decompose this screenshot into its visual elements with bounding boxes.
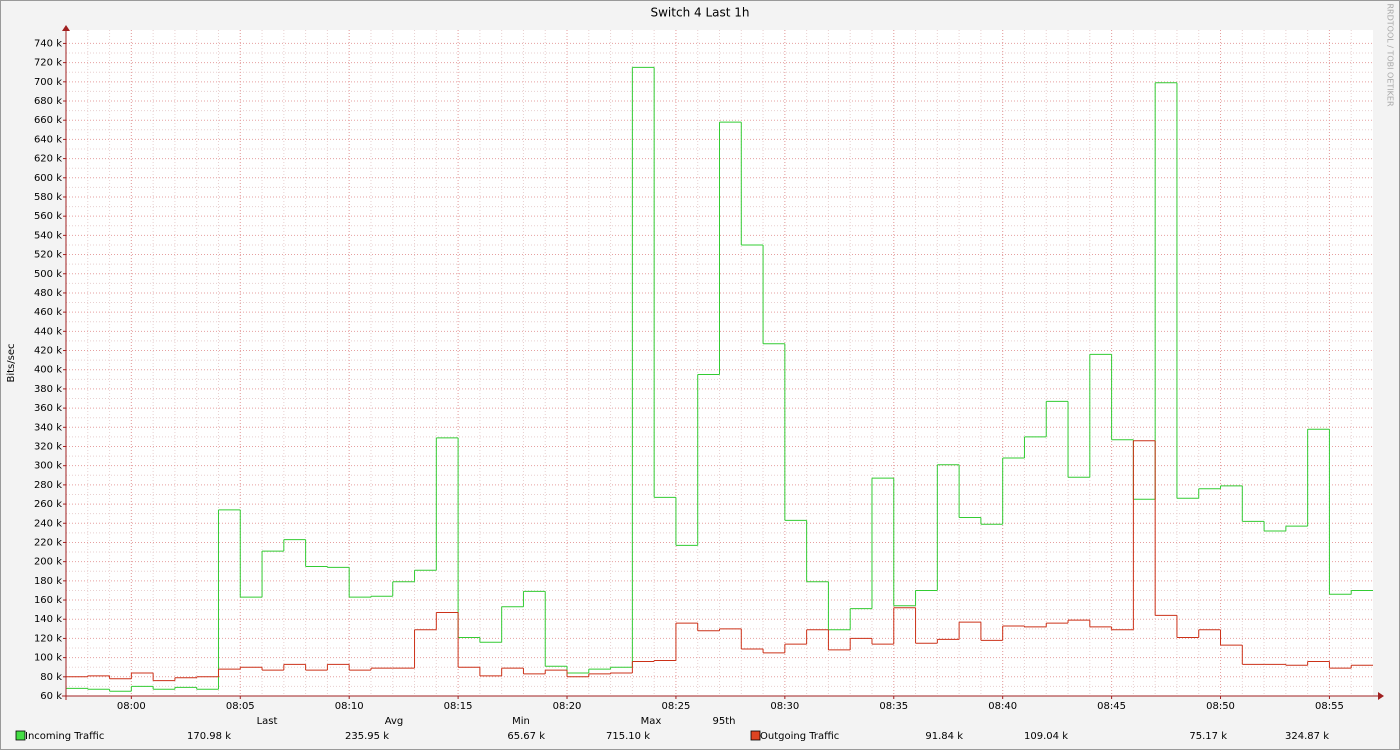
y-tick-label: 640 k (34, 134, 62, 145)
legend-header: Min (512, 716, 530, 727)
y-tick-label: 260 k (34, 499, 62, 510)
y-tick-label: 660 k (34, 115, 62, 126)
legend-stat: 715.10 k (606, 731, 650, 742)
y-tick-label: 420 k (34, 346, 62, 357)
watermark: RRDTOOL / TOBI OETIKER (1386, 3, 1395, 106)
y-tick-label: 400 k (34, 365, 62, 376)
x-tick-label: 08:20 (553, 701, 582, 712)
y-tick-label: 200 k (34, 557, 62, 568)
legend-stat: 170.98 k (187, 731, 231, 742)
y-tick-label: 500 k (34, 269, 62, 280)
y-tick-label: 300 k (34, 461, 62, 472)
x-tick-label: 08:55 (1315, 701, 1344, 712)
y-tick-label: 160 k (34, 595, 62, 606)
y-axis-label: Bits/sec (6, 344, 17, 383)
legend-swatch (15, 730, 26, 741)
legend-stat: 109.04 k (1024, 731, 1068, 742)
y-tick-label: 620 k (34, 154, 62, 165)
y-tick-label: 740 k (34, 38, 62, 49)
x-tick-label: 08:50 (1206, 701, 1235, 712)
legend-swatch (750, 730, 761, 741)
y-tick-label: 60 k (40, 691, 62, 702)
y-tick-label: 120 k (34, 633, 62, 644)
y-tick-label: 520 k (34, 250, 62, 261)
y-tick-label: 460 k (34, 307, 62, 318)
y-tick-label: 320 k (34, 441, 62, 452)
y-tick-label: 240 k (34, 518, 62, 529)
y-tick-label: 560 k (34, 211, 62, 222)
legend-stat: 324.87 k (1285, 731, 1329, 742)
x-tick-label: 08:30 (770, 701, 799, 712)
chart-title: Switch 4 Last 1h (651, 6, 750, 20)
x-tick-label: 08:25 (662, 701, 691, 712)
y-tick-label: 700 k (34, 77, 62, 88)
x-arrow (1378, 692, 1384, 700)
legend-header: Last (257, 716, 278, 727)
y-tick-label: 220 k (34, 537, 62, 548)
y-tick-label: 340 k (34, 422, 62, 433)
legend-stat: 235.95 k (345, 731, 389, 742)
x-tick-label: 08:35 (879, 701, 908, 712)
y-tick-label: 480 k (34, 288, 62, 299)
legend-header: Max (641, 716, 662, 727)
legend-stat: 75.17 k (1189, 731, 1227, 742)
y-tick-label: 140 k (34, 614, 62, 625)
y-tick-label: 540 k (34, 230, 62, 241)
y-tick-label: 280 k (34, 480, 62, 491)
x-tick-label: 08:15 (444, 701, 473, 712)
x-tick-label: 08:10 (335, 701, 364, 712)
x-tick-label: 08:40 (988, 701, 1017, 712)
y-tick-label: 720 k (34, 58, 62, 69)
x-tick-label: 08:05 (226, 701, 255, 712)
legend-label: Incoming Traffic (25, 731, 104, 742)
y-tick-label: 360 k (34, 403, 62, 414)
marks (66, 66, 1373, 692)
x-tick-label: 08:45 (1097, 701, 1126, 712)
y-arrow (62, 25, 70, 31)
legend-stat: 65.67 k (507, 731, 545, 742)
legend-header: Avg (385, 716, 404, 727)
y-tick-label: 100 k (34, 653, 62, 664)
y-tick-label: 380 k (34, 384, 62, 395)
y-tick-label: 580 k (34, 192, 62, 203)
legend-stat: 91.84 k (925, 731, 963, 742)
y-tick-label: 80 k (40, 672, 62, 683)
y-tick-label: 440 k (34, 326, 62, 337)
axes (62, 25, 1384, 700)
legend: Last Avg Min Max 95th Incoming Traffic 170.98 … (15, 716, 1329, 742)
x-tick-label: 08:00 (117, 701, 146, 712)
y-tick-label: 180 k (34, 576, 62, 587)
y-tick-label: 680 k (34, 96, 62, 107)
y-tick-label: 600 k (34, 173, 62, 184)
legend-label: Outgoing Traffic (760, 731, 839, 742)
legend-header: 95th (713, 716, 736, 727)
